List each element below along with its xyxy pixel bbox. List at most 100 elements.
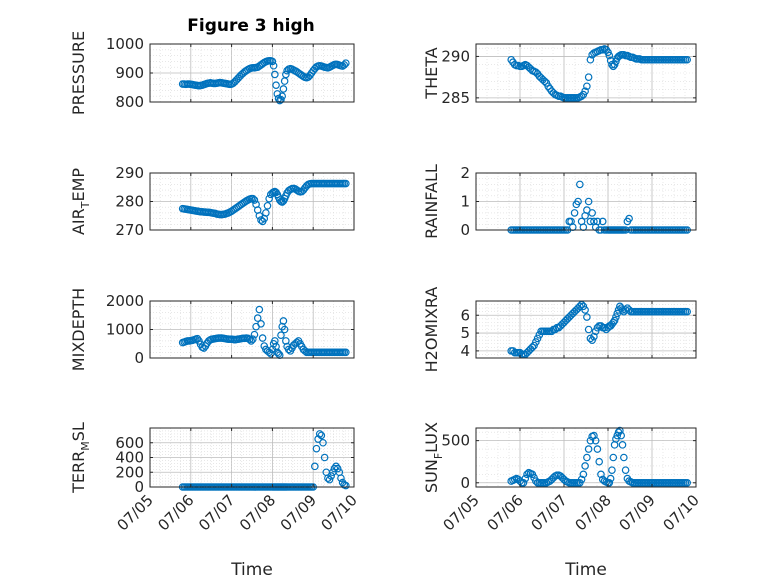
data-point [263,201,272,210]
y-axis-label: PRESSURE [69,31,88,115]
data-point [250,196,259,204]
data-point [337,474,345,482]
data-point [584,73,593,81]
y-axis-label: TERRMSL [69,422,92,494]
data-point [253,314,262,322]
data-point [612,313,620,321]
data-point [576,180,584,189]
data-point [340,61,349,69]
y-axis-label: RAINFALL [422,164,441,239]
axes-frame [475,427,697,488]
data-point [279,317,288,325]
y-tick-label: 285 [441,89,470,107]
data-point [577,475,586,484]
data-point [683,307,692,316]
data-point [523,470,531,479]
data-point [325,475,334,484]
data-point [583,453,591,462]
data-point [255,305,264,314]
data-point [609,453,618,462]
data-point [597,470,605,479]
data-point [269,61,278,70]
data-point [579,302,588,311]
data-point [577,92,586,101]
data-point [277,331,285,340]
data-point [606,474,615,483]
y-tick-label: 1000 [106,321,144,339]
data-point [249,335,257,343]
data-point [574,197,582,206]
data-point [613,309,622,318]
y-tick-label: 600 [115,434,144,452]
y-tick-label: 5 [460,324,470,342]
data-point [280,325,289,334]
data-point [591,436,600,445]
data-point [608,466,616,474]
y-tick-label: 270 [115,221,144,239]
y-axis-label: MIXDEPTH [69,288,88,371]
y-tick-label: 290 [115,164,144,182]
data-point [532,477,540,485]
y-tick-label: 2 [460,164,470,182]
data-point [581,87,589,96]
y-tick-label: 0 [134,478,144,496]
data-point [320,453,329,462]
data-point [586,55,595,64]
data-point [586,217,595,226]
data-point [586,436,595,445]
data-point [618,441,627,449]
y-tick-label: 280 [115,193,144,211]
data-point [279,85,288,93]
data-point [268,57,277,66]
y-tick-label: 0 [460,221,470,239]
subplot-pressure: 800 900 1000 PRESSURE [69,31,355,115]
data-point [342,348,350,357]
data-point [342,179,350,188]
data-point [620,453,628,462]
y-tick-label: 1 [460,193,470,211]
data-point [683,478,692,487]
data-point [584,197,593,206]
data-point [605,51,614,60]
data-point [581,462,589,470]
data-point [590,431,598,440]
data-point [277,95,285,104]
data-point [521,474,530,483]
data-point [612,435,620,443]
figure-title: Figure 3 high [187,16,315,36]
data-point [591,327,600,336]
subplot-mixdepth: 0 1000 2000 MIXDEPTH [69,288,355,371]
y-tick-label: 0 [134,349,144,367]
data-point [540,77,549,86]
data-point [274,349,283,358]
data-point [621,306,630,314]
y-tick-label: 400 [115,449,144,467]
data-point [312,444,321,453]
y-axis-label: SUNFLUX [422,422,445,493]
data-point [616,426,624,435]
data-point [579,470,588,479]
data-point [604,48,612,57]
data-point [588,336,596,344]
data-point [247,337,255,345]
y-tick-label: 0 [460,474,470,492]
subplot-rainfall: 0 1 2 RAINFALL [422,164,697,239]
data-point [257,319,265,328]
y-tick-label: 290 [441,47,470,65]
y-axis-label: AIRTEMP [69,168,92,235]
subplot-h2omixra: 456 H2OMIXRA [422,287,697,373]
data-point [250,330,259,339]
data-point [595,457,604,466]
y-tick-label: 900 [115,64,144,82]
data-point [530,341,538,350]
data-point [584,445,593,453]
data-point [271,70,279,79]
data-point [245,335,254,344]
data-point [621,466,630,474]
data-point [588,209,596,217]
data-point [532,338,540,346]
y-axis-label: H2OMIXRA [422,287,441,373]
data-point [583,313,591,321]
